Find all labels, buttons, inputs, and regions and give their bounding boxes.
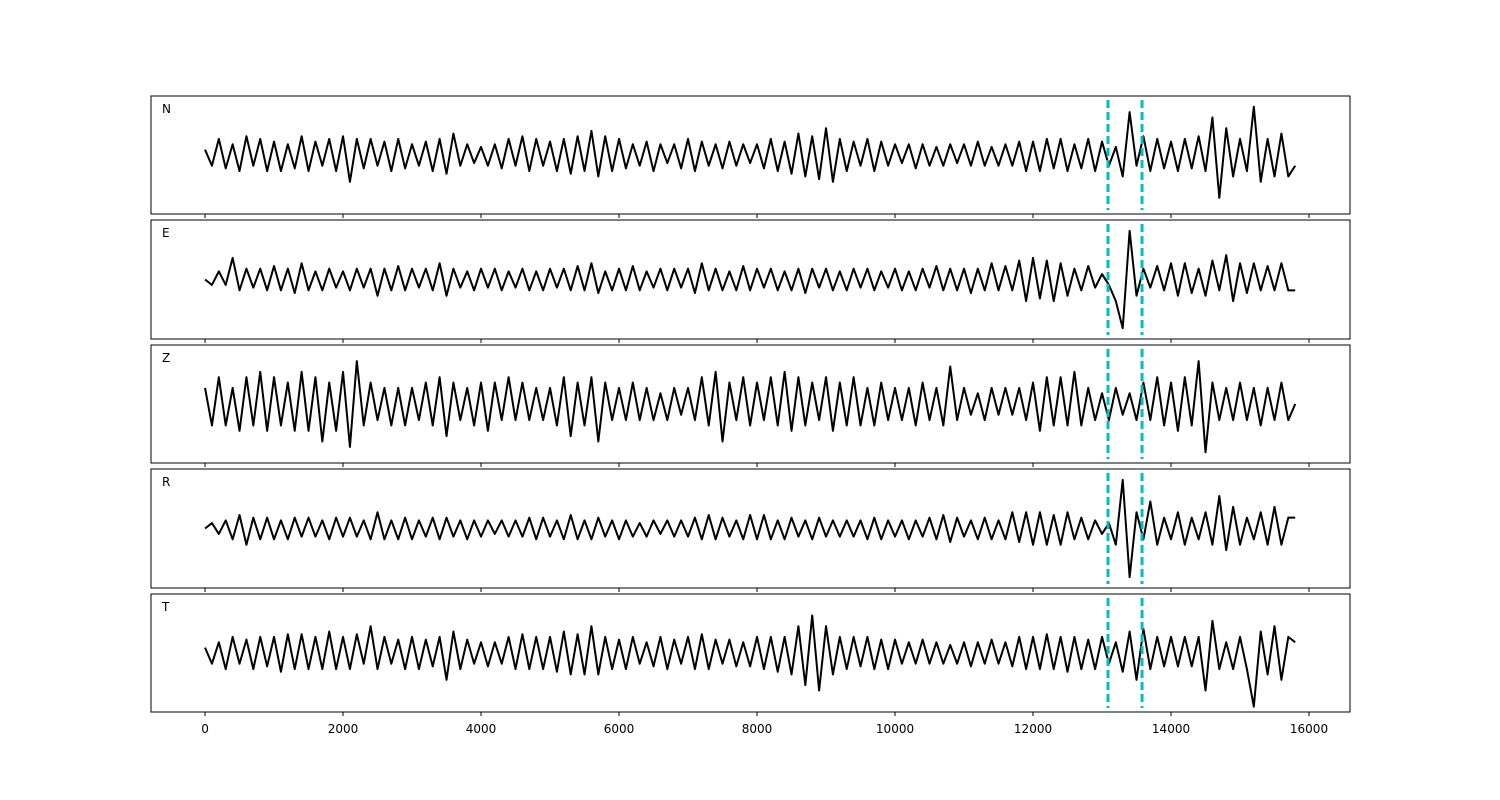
panel-frame [150, 593, 1351, 713]
panel-label: N [162, 102, 171, 116]
waveform [204, 229, 1296, 330]
waveform [204, 360, 1297, 454]
panel-label: E [162, 226, 170, 240]
x-tick-label: 2000 [328, 722, 359, 736]
panel-frame [150, 344, 1351, 464]
waveform [204, 614, 1296, 708]
waveform [204, 478, 1296, 579]
x-tick-label: 6000 [604, 722, 635, 736]
panel-label: Z [162, 351, 170, 365]
panel-label: R [162, 475, 170, 489]
panel-label: T [161, 600, 170, 614]
waveform [204, 105, 1297, 199]
x-tick-label: 14000 [1152, 722, 1190, 736]
panel-frame [150, 219, 1351, 340]
x-tick-label: 16000 [1290, 722, 1328, 736]
x-tick-label: 8000 [742, 722, 773, 736]
x-tick-label: 0 [201, 722, 209, 736]
x-tick-label: 12000 [1014, 722, 1052, 736]
x-tick-label: 4000 [466, 722, 497, 736]
x-tick-label: 10000 [876, 722, 914, 736]
panel-frame [150, 95, 1351, 215]
panel-frame [150, 468, 1351, 589]
